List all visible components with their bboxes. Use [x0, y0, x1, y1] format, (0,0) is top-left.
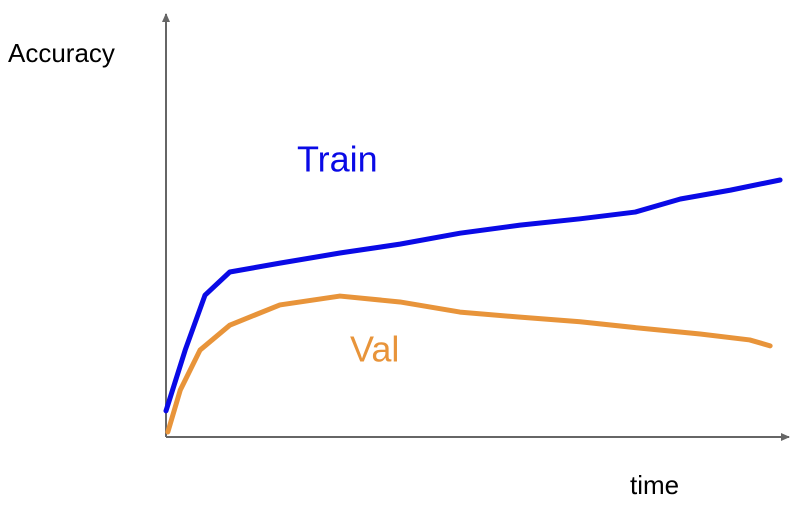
y-axis-label: Accuracy	[8, 38, 115, 68]
series-label: Val	[350, 329, 399, 370]
series-line	[163, 177, 783, 414]
series-line	[165, 293, 773, 435]
x-axis-label: time	[630, 470, 679, 500]
series-label: Train	[297, 139, 378, 180]
